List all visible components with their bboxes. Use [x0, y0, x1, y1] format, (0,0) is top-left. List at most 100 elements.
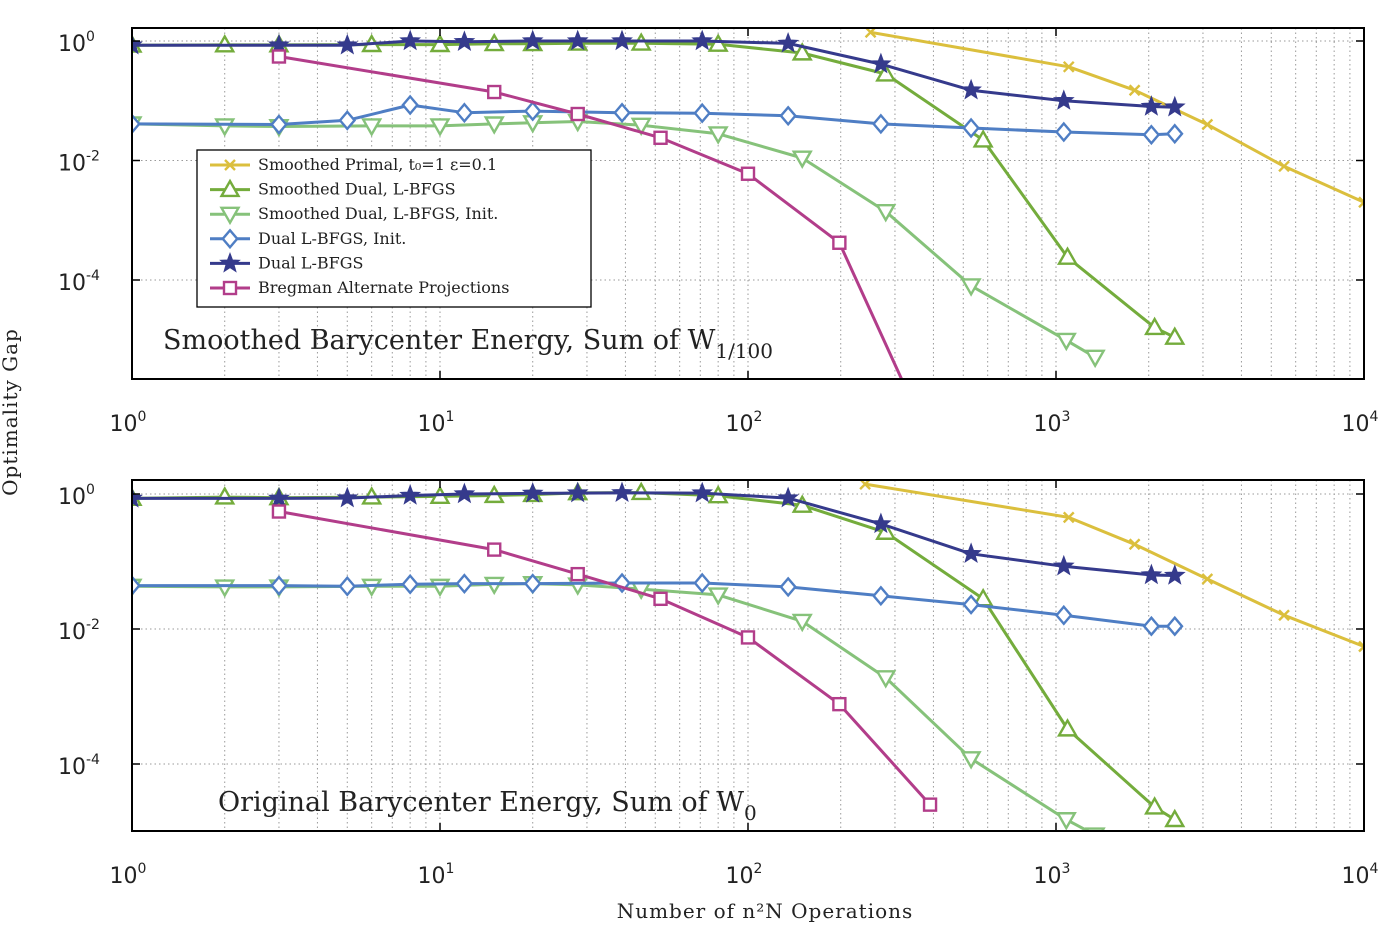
marker-dual-l-bfgs-init-8: [779, 576, 797, 598]
marker-smoothed-dual-l-bfgs-init-13: [1055, 332, 1077, 352]
marker-smoothed-dual-l-bfgs-init-8: [630, 117, 652, 137]
marker-dual-l-bfgs-11: [960, 78, 982, 100]
marker-smoothed-dual-l-bfgs-init-11: [875, 203, 897, 223]
y-tick-label: 100: [58, 29, 95, 57]
marker-smoothed-dual-l-bfgs-init-9: [707, 587, 729, 606]
marker-bregman-alternate-projections-4: [740, 630, 756, 645]
legend-label: Dual L-BFGS: [258, 253, 364, 272]
marker-dual-l-bfgs-11: [960, 542, 982, 564]
legend-entry-smoothed-dual-l-bfgs: Smoothed Dual, L-BFGS: [210, 178, 456, 199]
marker-dual-l-bfgs-3: [399, 484, 422, 505]
marker-dual-l-bfgs-init-8: [779, 105, 797, 127]
marker-bregman-alternate-projections-0: [271, 504, 287, 519]
marker-smoothed-dual-l-bfgs-9: [707, 33, 729, 52]
marker-dual-l-bfgs-init-9: [872, 585, 890, 607]
marker-bregman-alternate-projections-1: [487, 542, 502, 557]
marker-dual-l-bfgs-9: [777, 486, 800, 508]
legend-entry-bregman-alternate-projections: Bregman Alternate Projections: [210, 278, 509, 297]
x-tick-label: 100: [110, 861, 147, 889]
marker-dual-l-bfgs-12: [1052, 89, 1075, 110]
marker-dual-l-bfgs-10: [869, 52, 892, 74]
marker-smoothed-primal-t-1-0-1-2: [1128, 538, 1141, 551]
marker-dual-l-bfgs-9: [777, 31, 800, 53]
y-tick-label: 10-4: [58, 268, 100, 296]
line-dual-l-bfgs-init: [132, 103, 1175, 137]
marker-smoothed-dual-l-bfgs-15: [1164, 808, 1186, 828]
marker-bregman-alternate-projections-3: [653, 591, 668, 607]
marker-dual-l-bfgs-init-13: [1165, 123, 1184, 145]
marker-smoothed-dual-l-bfgs-15: [1164, 326, 1186, 345]
marker-dual-l-bfgs-init-4: [455, 573, 474, 594]
marker-dual-l-bfgs-init-0: [132, 575, 141, 596]
marker-smoothed-dual-l-bfgs-init-11: [875, 670, 897, 689]
top-ticks: 100 101 102 103 104 100 10-2 10-4: [58, 28, 1379, 437]
line-smoothed-primal-t-1-0-1: [870, 30, 1364, 204]
x-tick-label: 100: [110, 409, 147, 437]
marker-bregman-alternate-projections-2: [570, 106, 585, 122]
marker-dual-l-bfgs-init-7: [693, 572, 711, 594]
marker-smoothed-dual-l-bfgs-init-10: [791, 613, 813, 633]
marker-dual-l-bfgs-init-13: [1165, 615, 1184, 637]
marker-dual-l-bfgs-5: [521, 29, 544, 51]
marker-dual-l-bfgs-init-2: [338, 575, 357, 597]
marker-dual-l-bfgs-init-1: [270, 575, 288, 596]
marker-dual-l-bfgs-3: [399, 29, 422, 51]
y-tick-label: 100: [58, 482, 95, 510]
series-smoothed-dual-l-bfgs: [132, 481, 1186, 828]
marker-smoothed-dual-l-bfgs-init-12: [960, 751, 982, 770]
marker-dual-l-bfgs-init-10: [962, 594, 980, 615]
legend-entries: Smoothed Primal, t₀=1 ε=0.1 Smoothed Dual…: [210, 155, 509, 297]
marker-smoothed-dual-l-bfgs-10: [791, 42, 813, 61]
marker-smoothed-dual-l-bfgs-14: [1144, 316, 1166, 336]
marker-smoothed-dual-l-bfgs-11: [875, 63, 897, 82]
marker-bregman-alternate-projections-2: [570, 566, 585, 582]
marker-dual-l-bfgs-0: [132, 486, 143, 508]
x-tick-label: 102: [726, 409, 763, 437]
bottom-panel: 100 101 102 103 104 100 10-2 10-4 Original Bary…: [58, 479, 1379, 889]
marker-smoothed-dual-l-bfgs-init-14: [1084, 349, 1106, 369]
marker-legend-smoothed-primal-t-1-0-1-0: [224, 159, 236, 171]
top-grid: [132, 28, 1364, 379]
x-tick-label: 103: [1034, 409, 1071, 437]
bottom-panel-title: Original Barycenter Energy, Sum of W0: [218, 787, 757, 825]
series-dual-l-bfgs: [132, 29, 1186, 117]
y-tick-label: 10-2: [58, 617, 100, 645]
bottom-ticks: 100 101 102 103 104 100 10-2 10-4: [58, 480, 1379, 889]
marker-bregman-alternate-projections-1: [487, 84, 502, 100]
line-smoothed-primal-t-1-0-1: [864, 482, 1364, 648]
x-axis-title: Number of n²N Operations: [617, 899, 914, 923]
marker-smoothed-dual-l-bfgs-init-3: [361, 578, 383, 598]
marker-smoothed-dual-l-bfgs-13: [1056, 246, 1079, 265]
marker-dual-l-bfgs-5: [521, 481, 544, 503]
marker-dual-l-bfgs-init-4: [455, 102, 474, 124]
top-panel-title: Smoothed Barycenter Energy, Sum of W1/10…: [163, 325, 773, 363]
marker-dual-l-bfgs-init-5: [523, 573, 542, 594]
marker-dual-l-bfgs-init-2: [338, 109, 357, 131]
marker-dual-l-bfgs-14: [1163, 95, 1186, 117]
legend-box: [196, 149, 592, 308]
line-bregman-alternate-projections: [278, 510, 932, 806]
marker-smoothed-primal-t-1-0-1-4: [1278, 609, 1290, 622]
marker-dual-l-bfgs-8: [691, 29, 714, 51]
marker-dual-l-bfgs-init-7: [693, 102, 711, 124]
marker-bregman-alternate-projections-3: [653, 130, 668, 145]
marker-bregman-alternate-projections-5: [832, 235, 847, 250]
legend-entry-dual-l-bfgs-init: Dual L-BFGS, Init.: [210, 228, 406, 250]
legend: Smoothed Primal, t₀=1 ε=0.1 Smoothed Dual…: [196, 149, 592, 308]
legend-entry-smoothed-primal-t-1-0-1: Smoothed Primal, t₀=1 ε=0.1: [210, 155, 497, 174]
marker-smoothed-dual-l-bfgs-init-13: [1055, 812, 1077, 831]
marker-dual-l-bfgs-4: [453, 30, 476, 52]
marker-dual-l-bfgs-init-12: [1142, 615, 1161, 637]
marker-smoothed-dual-l-bfgs-4: [429, 33, 451, 53]
marker-dual-l-bfgs-init-6: [613, 102, 631, 124]
marker-smoothed-dual-l-bfgs-14: [1144, 796, 1166, 815]
marker-dual-l-bfgs-8: [691, 481, 714, 503]
marker-dual-l-bfgs-init-9: [872, 113, 890, 135]
marker-bregman-alternate-projections-0: [271, 49, 287, 64]
marker-smoothed-dual-l-bfgs-12: [972, 129, 994, 148]
marker-dual-l-bfgs-2: [336, 486, 359, 508]
legend-label: Smoothed Dual, L-BFGS, Init.: [258, 204, 498, 223]
series-bregman-alternate-projections: [271, 504, 938, 812]
marker-dual-l-bfgs-init-10: [962, 117, 980, 139]
marker-smoothed-dual-l-bfgs-init-10: [791, 150, 813, 169]
